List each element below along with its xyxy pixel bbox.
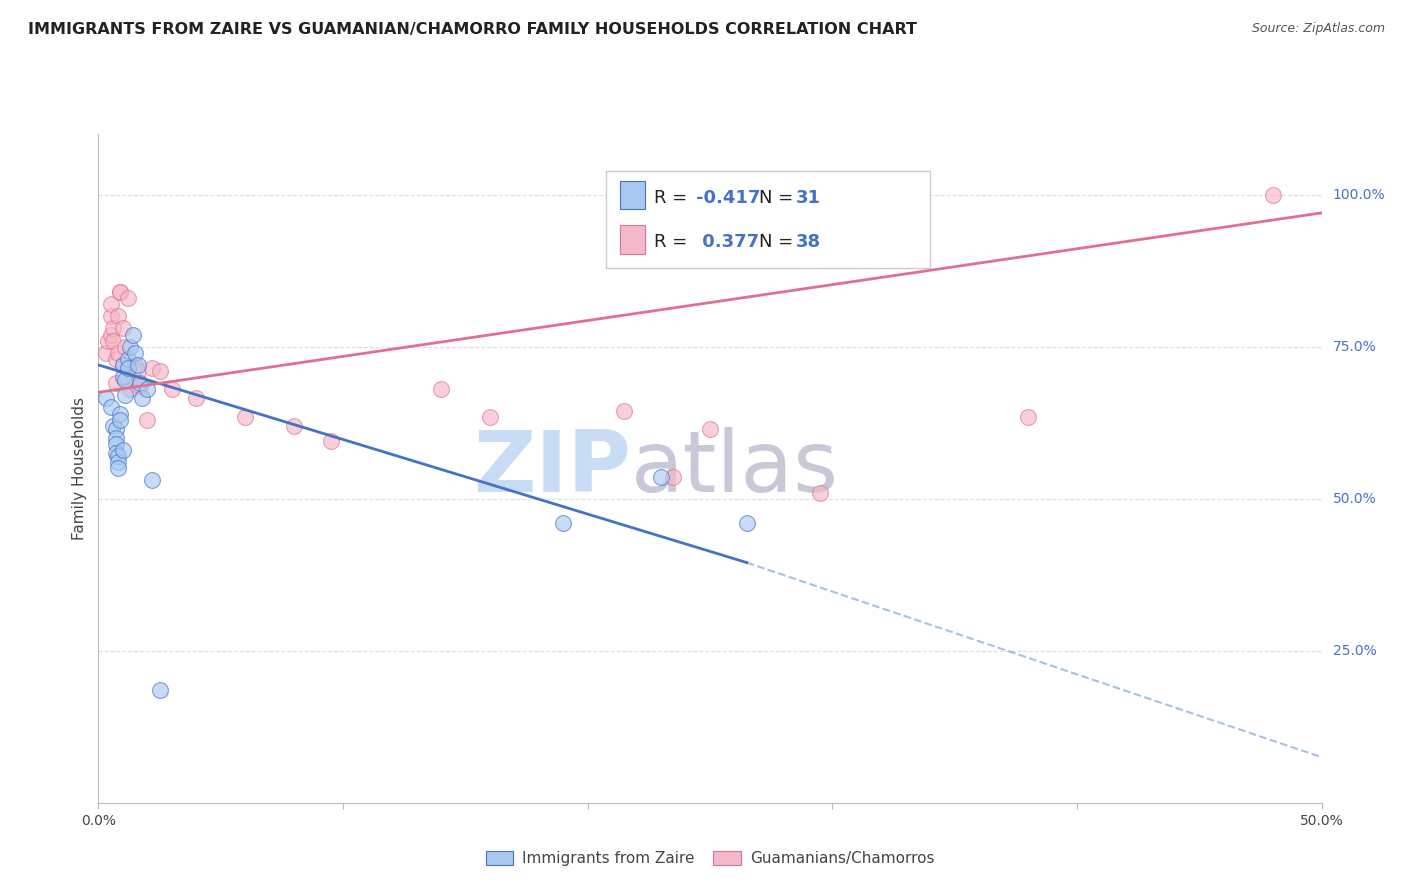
Point <box>100 401 122 415</box>
Point <box>735 516 758 530</box>
Point <box>110 407 132 421</box>
Point <box>131 392 153 406</box>
Point <box>107 449 129 463</box>
Text: 38: 38 <box>796 234 821 252</box>
Text: 0.377: 0.377 <box>696 234 759 252</box>
Point <box>110 285 132 299</box>
Text: 100.0%: 100.0% <box>1333 187 1385 202</box>
Point <box>97 334 120 348</box>
Text: R =: R = <box>654 189 693 207</box>
Text: ZIP: ZIP <box>472 426 630 510</box>
Point <box>117 361 139 376</box>
Text: 75.0%: 75.0% <box>1333 340 1376 353</box>
Point <box>100 297 122 311</box>
Point <box>613 403 636 417</box>
Point <box>121 327 143 342</box>
Point <box>141 474 163 488</box>
Point <box>111 321 134 335</box>
Point <box>120 382 142 396</box>
Point <box>1017 409 1039 424</box>
Point <box>111 443 134 458</box>
Point <box>101 321 124 335</box>
Point <box>107 345 129 359</box>
Point <box>104 437 127 451</box>
Point <box>699 422 721 436</box>
Point <box>104 422 127 436</box>
Point <box>662 470 685 484</box>
Point <box>478 409 501 424</box>
Text: N =: N = <box>759 189 799 207</box>
Text: 31: 31 <box>796 189 821 207</box>
Point <box>127 358 149 372</box>
Point <box>107 461 129 475</box>
Point <box>104 431 127 445</box>
Text: 50.0%: 50.0% <box>1333 491 1376 506</box>
Point <box>129 379 152 393</box>
Point <box>114 373 136 387</box>
Point <box>94 345 117 359</box>
Text: N =: N = <box>759 234 799 252</box>
Point <box>127 364 149 378</box>
Point <box>808 485 831 500</box>
Point <box>233 409 256 424</box>
Point <box>149 683 172 698</box>
Point <box>101 418 124 433</box>
Point <box>111 358 134 372</box>
Text: Source: ZipAtlas.com: Source: ZipAtlas.com <box>1251 22 1385 36</box>
Point <box>107 455 129 469</box>
Point <box>136 382 159 396</box>
Point <box>114 388 136 402</box>
Point <box>319 434 342 448</box>
Point <box>114 340 136 354</box>
Point <box>100 310 122 324</box>
Point <box>129 376 152 391</box>
Point <box>100 327 122 342</box>
Point <box>104 351 127 366</box>
Point <box>141 361 163 376</box>
Point <box>117 351 139 366</box>
Point <box>121 370 143 384</box>
Point <box>186 392 208 406</box>
Point <box>124 358 146 372</box>
Point <box>553 516 575 530</box>
Text: R =: R = <box>654 234 693 252</box>
Y-axis label: Family Households: Family Households <box>72 397 87 540</box>
Point <box>117 291 139 305</box>
Point <box>283 418 305 433</box>
Point <box>149 364 172 378</box>
Point <box>650 470 672 484</box>
Text: -0.417: -0.417 <box>696 189 761 207</box>
Point <box>110 285 132 299</box>
Point <box>160 382 183 396</box>
Legend: Immigrants from Zaire, Guamanians/Chamorros: Immigrants from Zaire, Guamanians/Chamor… <box>479 845 941 872</box>
Point <box>104 446 127 460</box>
Point <box>430 382 453 396</box>
Point <box>101 334 124 348</box>
Text: 25.0%: 25.0% <box>1333 644 1376 657</box>
Point <box>124 345 146 359</box>
Point <box>111 358 134 372</box>
Point <box>104 376 127 391</box>
Point <box>111 370 134 384</box>
Point <box>107 310 129 324</box>
Point <box>136 412 159 426</box>
Point <box>110 412 132 426</box>
Text: IMMIGRANTS FROM ZAIRE VS GUAMANIAN/CHAMORRO FAMILY HOUSEHOLDS CORRELATION CHART: IMMIGRANTS FROM ZAIRE VS GUAMANIAN/CHAMO… <box>28 22 917 37</box>
Point <box>120 340 142 354</box>
Point <box>94 392 117 406</box>
Point <box>1261 187 1284 202</box>
Text: atlas: atlas <box>630 426 838 510</box>
